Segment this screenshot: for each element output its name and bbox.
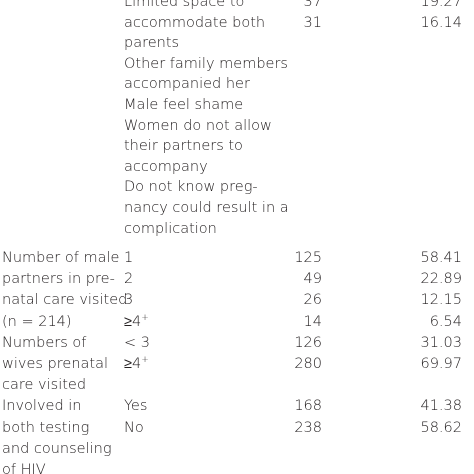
row-label: (n = 214) — [2, 313, 72, 330]
category: nancy could result in a — [124, 200, 289, 216]
row-label: both testing — [2, 419, 90, 436]
category: Yes — [124, 398, 148, 415]
percent: 31.03 — [420, 334, 462, 351]
row-label: of HIV — [2, 462, 46, 474]
category: accommodate both — [124, 14, 266, 31]
category: < 3 — [124, 334, 150, 351]
row-label: partners in pre- — [2, 271, 115, 288]
category: accompanied her — [124, 76, 250, 93]
row-label: and counseling — [2, 440, 112, 457]
percent: 16.14 — [420, 14, 462, 31]
percent: 69.97 — [420, 356, 462, 372]
category: Do not know preg- — [124, 179, 258, 196]
count: 37 — [303, 0, 322, 10]
category: ≥4+ — [124, 313, 149, 331]
percent: 41.38 — [420, 398, 462, 415]
category: Male feel shame — [124, 97, 244, 113]
category: 1 — [124, 250, 134, 266]
row-label: Numbers of — [2, 334, 87, 351]
count: 280 — [294, 356, 322, 372]
row-label: care visited — [2, 377, 87, 394]
row-label: natal care visited — [2, 292, 128, 309]
category: parents — [124, 35, 180, 52]
category-text: ≥4 — [124, 356, 142, 372]
count: 238 — [294, 419, 322, 436]
category: 3 — [124, 292, 134, 309]
percent: 19.27 — [420, 0, 462, 10]
category: 2 — [124, 271, 134, 288]
category: their partners to — [124, 138, 243, 155]
category-sup: + — [141, 312, 149, 323]
count: 14 — [303, 313, 322, 330]
percent: 22.89 — [420, 271, 462, 288]
category: Other family members — [124, 55, 288, 72]
count: 49 — [303, 271, 322, 288]
percent: 58.62 — [420, 419, 462, 436]
count: 125 — [294, 250, 322, 266]
row-label: wives prenatal — [2, 356, 108, 372]
count: 31 — [303, 14, 322, 31]
category: ≥4+ — [124, 355, 149, 373]
percent: 12.15 — [420, 292, 462, 309]
percent: 6.54 — [429, 313, 462, 330]
percent: 58.41 — [420, 250, 462, 266]
category: complication — [124, 220, 217, 237]
category: No — [124, 419, 144, 436]
category: Limited space to — [124, 0, 245, 10]
category: accompany — [124, 158, 208, 175]
row-label: Involved in — [2, 398, 82, 415]
count: 26 — [303, 292, 322, 309]
category-text: ≥4 — [124, 313, 142, 330]
row-label: Number of male — [2, 250, 120, 266]
count: 126 — [294, 334, 322, 351]
count: 168 — [294, 398, 322, 415]
category: Women do not allow — [124, 117, 272, 134]
category-sup: + — [141, 355, 149, 365]
